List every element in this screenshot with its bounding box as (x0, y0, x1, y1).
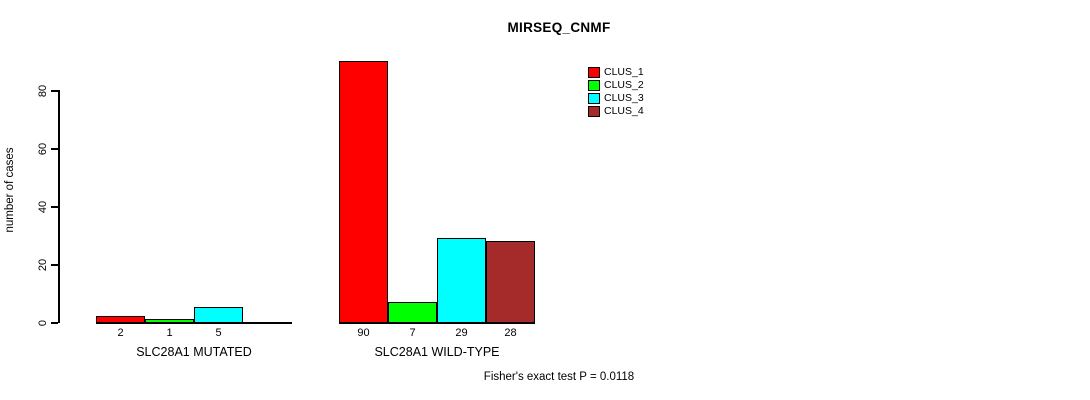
legend-swatch-clus_4 (588, 106, 600, 117)
bar-clus_4 (486, 241, 535, 323)
chart-title: MIRSEQ_CNMF (507, 20, 611, 35)
y-axis-tick-label: 40 (37, 200, 49, 214)
bar-count-label: 90 (357, 327, 370, 339)
legend-swatch-clus_1 (588, 67, 600, 78)
bar-clus_2 (145, 319, 194, 323)
y-axis-tick (51, 264, 58, 266)
bar-count-label: 28 (504, 327, 517, 339)
group-label-mutated: SLC28A1 MUTATED (136, 345, 252, 359)
legend-label-clus_4: CLUS_4 (604, 105, 644, 117)
y-axis-tick-label: 0 (37, 319, 49, 327)
y-axis-tick-label: 60 (37, 142, 49, 156)
bar-count-label: 5 (215, 327, 222, 339)
y-axis-tick (51, 148, 58, 150)
legend-label-clus_3: CLUS_3 (604, 92, 644, 104)
legend-label-clus_2: CLUS_2 (604, 79, 644, 91)
bar-clus_1 (339, 61, 388, 323)
bar-count-label: 1 (166, 327, 173, 339)
bar-clus_1 (96, 316, 145, 323)
group-label-wild-type: SLC28A1 WILD-TYPE (374, 345, 500, 359)
y-axis-tick (51, 90, 58, 92)
legend-swatch-clus_3 (588, 93, 600, 104)
legend-swatch-clus_2 (588, 80, 600, 91)
bar-clus_3 (194, 307, 243, 323)
y-axis-tick-label: 80 (37, 84, 49, 98)
bar-count-label: 29 (455, 327, 468, 339)
bar-count-label: 2 (117, 327, 124, 339)
legend-label-clus_1: CLUS_1 (604, 66, 644, 78)
bar-count-label: 7 (409, 327, 416, 339)
y-axis-tick (51, 206, 58, 208)
bar-clus_2 (388, 302, 437, 323)
y-axis-tick-label: 20 (37, 258, 49, 272)
y-axis-title: number of cases (4, 147, 16, 233)
bar-clus_3 (437, 238, 486, 323)
y-axis-line (58, 90, 60, 323)
fisher-test-annotation: Fisher's exact test P = 0.0118 (483, 371, 635, 383)
y-axis-tick (51, 322, 58, 324)
